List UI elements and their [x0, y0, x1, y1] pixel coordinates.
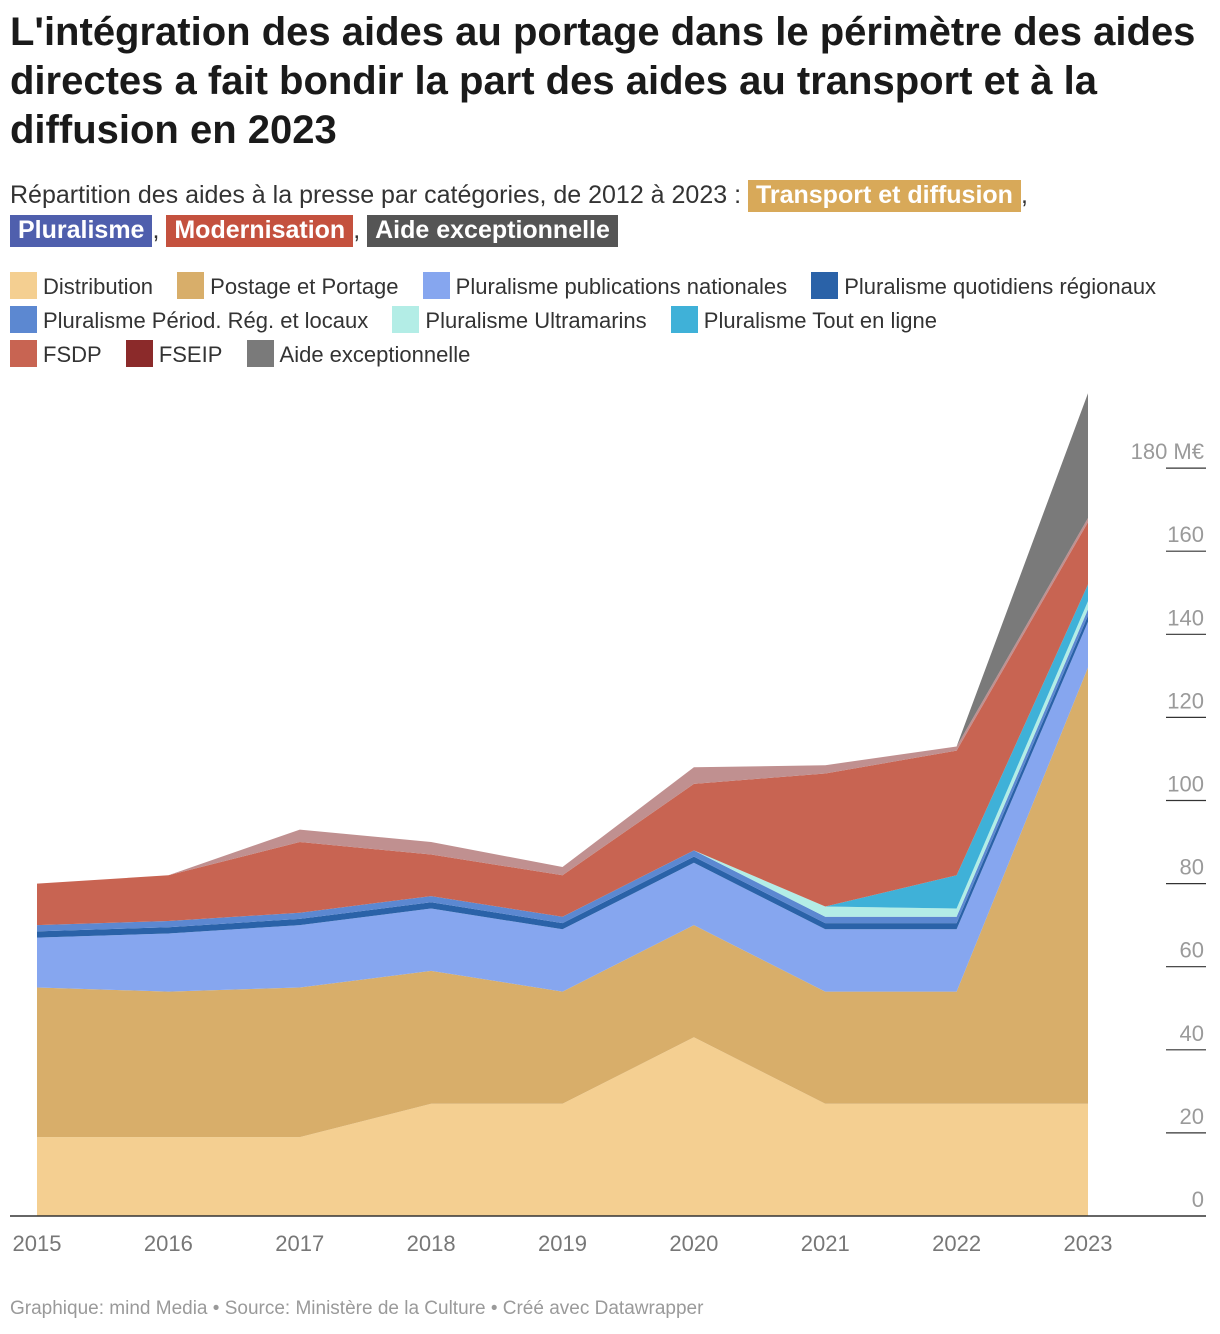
legend-item-pluralisme-ultramarins: Pluralisme Ultramarins [392, 306, 647, 333]
legend-label: Pluralisme publications nationales [455, 274, 788, 299]
chart-legend: Distribution Postage et Portage Pluralis… [10, 270, 1210, 372]
x-tick-label: 2020 [669, 1231, 718, 1256]
x-tick-label: 2019 [538, 1231, 587, 1256]
x-tick-label: 2022 [932, 1231, 981, 1256]
legend-swatch [392, 306, 420, 333]
highlight-modernisation: Modernisation [166, 215, 354, 247]
legend-swatch [10, 306, 37, 333]
y-tick-label: 20 [1180, 1104, 1204, 1129]
legend-label: Pluralisme Périod. Rég. et locaux [43, 308, 369, 333]
area-series-2 [37, 621, 1088, 992]
highlight-transport: Transport et diffusion [747, 180, 1021, 212]
chart-footer: Graphique: mind Media • Source: Ministèr… [10, 1298, 704, 1319]
x-tick-label: 2015 [13, 1231, 62, 1256]
legend-item-pluralisme-periodiques: Pluralisme Périod. Rég. et locaux [10, 306, 369, 333]
legend-item-fsdp: FSDP [10, 340, 102, 367]
legend-label: Pluralisme quotidiens régionaux [844, 274, 1157, 299]
subtitle-text: Répartition des aides à la presse par ca… [10, 181, 748, 209]
y-tick-label: 140 [1167, 605, 1204, 630]
x-tick-label: 2023 [1064, 1231, 1113, 1256]
legend-label: FSDP [43, 342, 102, 367]
x-tick-label: 2017 [275, 1231, 324, 1256]
highlight-pluralisme: Pluralisme [10, 215, 153, 247]
x-tick-label: 2016 [144, 1231, 193, 1256]
legend-swatch [177, 272, 205, 299]
legend-item-aide-exceptionnelle: Aide exceptionnelle [246, 340, 471, 367]
highlight-aide-exceptionnelle: Aide exceptionnelle [367, 215, 618, 247]
subtitle-separator: , [152, 216, 160, 244]
legend-label: Pluralisme Ultramarins [425, 308, 647, 333]
legend-swatch [10, 340, 37, 367]
legend-label: Aide exceptionnelle [279, 342, 471, 367]
legend-swatch [811, 272, 839, 299]
chart-subtitle: Répartition des aides à la presse par ca… [10, 178, 1210, 248]
x-tick-label: 2018 [407, 1231, 456, 1256]
legend-item-distribution: Distribution [10, 272, 154, 299]
subtitle-separator: , [353, 216, 361, 244]
legend-item-pluralisme-en-ligne: Pluralisme Tout en ligne [670, 306, 937, 333]
subtitle-separator: , [1020, 181, 1028, 209]
legend-swatch [125, 340, 153, 367]
legend-label: Pluralisme Tout en ligne [703, 308, 937, 333]
legend-item-pluralisme-nationales: Pluralisme publications nationales [422, 272, 788, 299]
y-tick-label: 40 [1180, 1021, 1204, 1046]
y-tick-label: 0 [1192, 1187, 1204, 1212]
area-layers [37, 393, 1088, 1216]
legend-swatch [246, 340, 274, 367]
legend-item-fseip: FSEIP [125, 340, 223, 367]
legend-swatch [670, 306, 698, 333]
y-tick-label: 120 [1167, 688, 1204, 713]
area-series-1 [37, 667, 1088, 1138]
legend-label: Distribution [43, 274, 154, 299]
y-tick-label: 160 [1167, 522, 1204, 547]
legend-label: FSEIP [158, 342, 223, 367]
y-tick-label: 60 [1180, 938, 1204, 963]
legend-label: Postage et Portage [210, 274, 399, 299]
y-axis: 0 20 40 60 80 100 120 140 160 180 M€ [1131, 439, 1206, 1212]
legend-item-pluralisme-quotidiens: Pluralisme quotidiens régionaux [811, 272, 1157, 299]
area-chart: 0 20 40 60 80 100 120 140 160 180 M€ 2015 2016 2017… [10, 393, 1206, 1256]
x-tick-label: 2021 [801, 1231, 850, 1256]
legend-swatch [422, 272, 450, 299]
legend-swatch [10, 272, 37, 299]
area-series-7 [37, 522, 1088, 926]
y-tick-label: 80 [1180, 855, 1204, 880]
y-tick-label: 180 M€ [1131, 439, 1204, 464]
x-axis: 2015 2016 2017 2018 2019 2020 2021 2022 2023 [10, 1215, 1206, 1256]
legend-item-postage: Postage et Portage [177, 272, 399, 299]
y-tick-label: 100 [1167, 772, 1204, 797]
chart-title: L'intégration des aides au portage dans … [10, 10, 1196, 152]
area-series-0 [37, 1037, 1088, 1216]
